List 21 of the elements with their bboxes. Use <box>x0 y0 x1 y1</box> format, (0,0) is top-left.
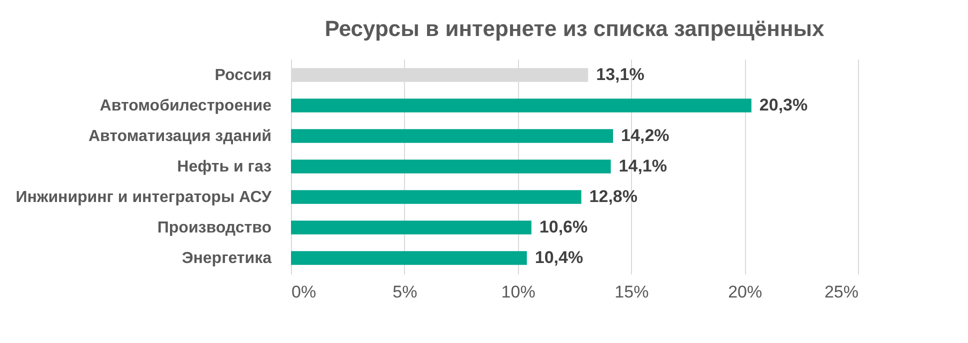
x-tick-label: 5% <box>392 282 418 302</box>
y-tick-label: Нефть и газ <box>177 158 272 176</box>
x-tick-label: 15% <box>614 282 649 302</box>
y-tick-label: Россия <box>214 67 272 84</box>
data-label: 10,4% <box>534 248 584 267</box>
y-tick-label: Инжиниринг и интеграторы АСУ <box>16 188 273 206</box>
data-label: 10,6% <box>539 217 588 236</box>
data-label: 14,2% <box>621 126 670 146</box>
y-tick-label: Автоматизация зданий <box>88 128 272 146</box>
chart-title: Ресурсы в интернете из списка запрещённых <box>324 16 826 41</box>
y-tick-label: Производство <box>157 219 272 236</box>
y-tick-label: Энергетика <box>182 250 272 267</box>
y-tick-label: Автомобилестроение <box>100 98 272 115</box>
x-tick-label: 20% <box>728 282 762 302</box>
x-tick-label: 10% <box>501 282 536 302</box>
data-label: 14,1% <box>618 156 667 176</box>
data-label: 12,8% <box>589 186 638 206</box>
x-tick-label: 25% <box>824 282 858 302</box>
x-tick-label: 0% <box>292 282 316 302</box>
data-label: 20,3% <box>759 96 808 115</box>
data-label: 13,1% <box>596 65 644 84</box>
